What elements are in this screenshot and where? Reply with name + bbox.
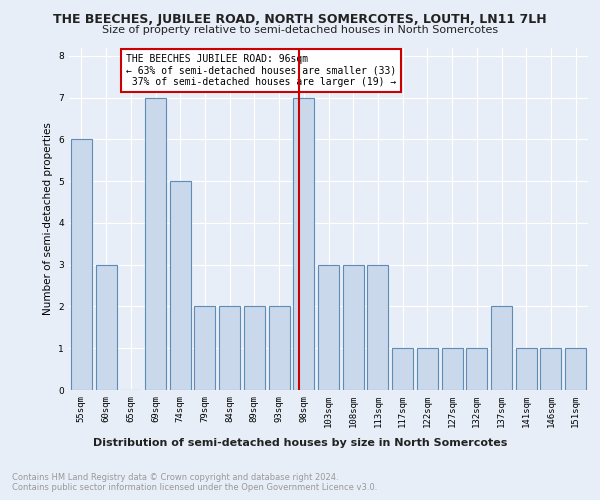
Text: Contains HM Land Registry data © Crown copyright and database right 2024.
Contai: Contains HM Land Registry data © Crown c… xyxy=(12,472,377,492)
Text: Size of property relative to semi-detached houses in North Somercotes: Size of property relative to semi-detach… xyxy=(102,25,498,35)
Bar xyxy=(219,306,240,390)
Bar xyxy=(491,306,512,390)
Bar xyxy=(392,348,413,390)
Bar xyxy=(318,264,339,390)
Bar xyxy=(343,264,364,390)
Bar xyxy=(293,98,314,390)
Bar xyxy=(95,264,116,390)
Bar xyxy=(71,140,92,390)
Bar xyxy=(466,348,487,390)
Bar xyxy=(565,348,586,390)
Bar xyxy=(541,348,562,390)
Text: THE BEECHES JUBILEE ROAD: 96sqm
← 63% of semi-detached houses are smaller (33)
 : THE BEECHES JUBILEE ROAD: 96sqm ← 63% of… xyxy=(126,54,396,87)
Bar xyxy=(244,306,265,390)
Bar xyxy=(194,306,215,390)
Bar xyxy=(367,264,388,390)
Text: THE BEECHES, JUBILEE ROAD, NORTH SOMERCOTES, LOUTH, LN11 7LH: THE BEECHES, JUBILEE ROAD, NORTH SOMERCO… xyxy=(53,12,547,26)
Bar xyxy=(269,306,290,390)
Bar xyxy=(170,181,191,390)
Y-axis label: Number of semi-detached properties: Number of semi-detached properties xyxy=(43,122,53,315)
Bar xyxy=(516,348,537,390)
Bar xyxy=(417,348,438,390)
Text: Distribution of semi-detached houses by size in North Somercotes: Distribution of semi-detached houses by … xyxy=(93,438,507,448)
Bar xyxy=(145,98,166,390)
Bar xyxy=(442,348,463,390)
